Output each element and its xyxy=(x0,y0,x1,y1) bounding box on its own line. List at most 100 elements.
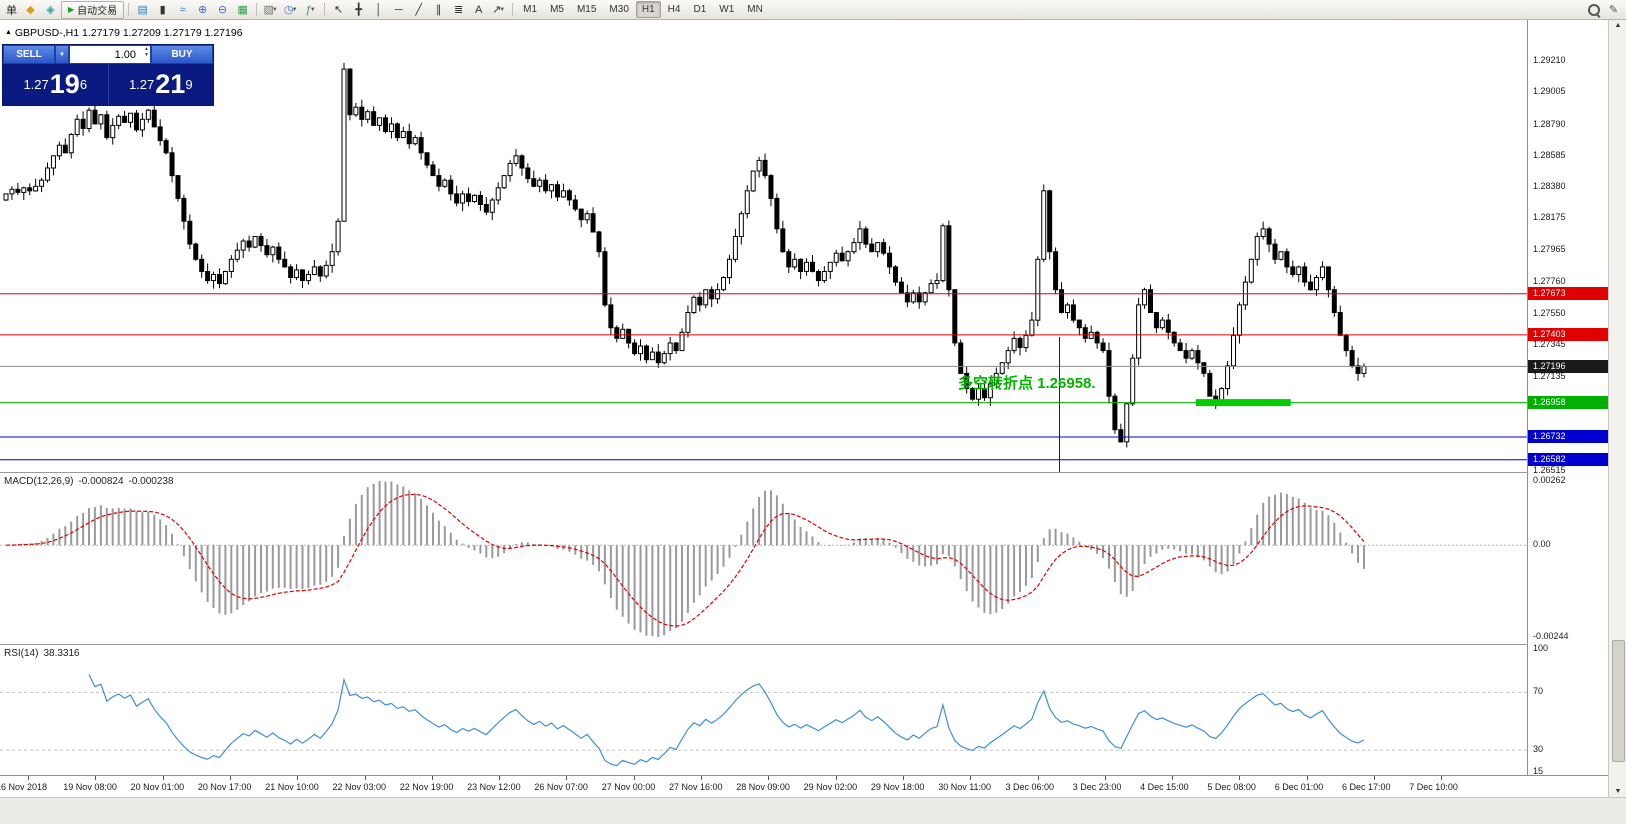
time-axis-label: 19 Nov 08:00 xyxy=(63,782,117,792)
fibonacci-icon[interactable]: ≣ xyxy=(454,4,464,16)
timeframe-button-w1[interactable]: W1 xyxy=(719,4,735,15)
scrollbar-thumb[interactable] xyxy=(1612,640,1625,762)
profiles-icon[interactable]: ◷ ▼ xyxy=(283,4,298,16)
play-icon: ▶ xyxy=(68,5,75,14)
zoom-out-icon[interactable]: ⊖ xyxy=(218,4,228,16)
time-axis-tick xyxy=(633,776,635,780)
toolbar-separator xyxy=(128,3,130,16)
time-axis-tick xyxy=(297,776,299,780)
timeframe-button-h1[interactable]: H1 xyxy=(635,1,661,18)
vertical-line-icon[interactable]: │ xyxy=(375,3,383,16)
main-toolbar: 单 ◆ ◈ ▶ 自动交易 ▤ ▮ ≈ ⊕ ⊖ ▦ ▧ ▼ ◷ ▼ ƒ ▼ ↖ ╋ │ ─ ╱ ∥ ≣ A ↗ ▼ M1 M5 M15 M30… xyxy=(0,0,1626,20)
time-axis-label: 5 Dec 08:00 xyxy=(1207,782,1256,792)
text-label-icon[interactable]: A xyxy=(474,3,483,16)
price-axis[interactable]: 1.29210 1.29005 1.28790 1.28585 1.28380 1.281… xyxy=(1527,20,1609,776)
rsi-axis-label: 100 xyxy=(1533,643,1549,653)
levels-layer xyxy=(0,293,1527,461)
time-axis-label: 6 Dec 17:00 xyxy=(1342,782,1391,792)
toolbar-separator xyxy=(324,3,326,16)
price-axis-label: 1.29005 xyxy=(1533,86,1566,97)
timeframe-button-m5[interactable]: M5 xyxy=(550,4,564,15)
toolbar-separator xyxy=(512,3,514,16)
sell-button[interactable]: SELL xyxy=(3,45,55,64)
buy-button[interactable]: BUY xyxy=(151,45,213,64)
orders-label: 单 xyxy=(6,4,17,17)
rsi-label: RSI(14) 38.3316 xyxy=(4,648,80,659)
arrows-icon[interactable]: ↗ ▼ xyxy=(492,4,506,16)
macd-histogram xyxy=(10,481,1365,637)
rsi-indicator-panel[interactable]: RSI(14) 38.3316 xyxy=(0,644,1527,776)
equidistant-channel-icon[interactable]: ∥ xyxy=(435,4,442,16)
spin-up-icon[interactable]: ▲ xyxy=(144,46,149,52)
time-axis-tick xyxy=(431,776,433,780)
indicators-icon[interactable]: ƒ ▼ xyxy=(305,3,316,16)
time-axis-tick xyxy=(566,776,568,780)
rsi-axis-label: 15 xyxy=(1533,766,1544,776)
timeframe-button-mn[interactable]: MN xyxy=(747,4,763,15)
time-axis-tick xyxy=(1374,776,1375,780)
volume-box: ▲ ▼ xyxy=(69,45,151,64)
candlestick-canvas xyxy=(0,62,1527,472)
time-axis-tick xyxy=(1172,776,1174,780)
time-axis-tick xyxy=(1239,776,1241,780)
autotrade-button[interactable]: ▶ 自动交易 xyxy=(61,0,125,19)
time-axis-label: 28 Nov 09:00 xyxy=(736,782,790,792)
bar-chart-type-icon[interactable]: ▤ xyxy=(137,4,148,16)
macd-axis-label: -0.00244 xyxy=(1533,631,1569,641)
trade-dropdown-button[interactable]: ▼ xyxy=(55,45,69,64)
new-chart-icon[interactable]: ▧ ▼ xyxy=(263,4,278,16)
volume-input[interactable] xyxy=(70,47,150,62)
sell-price[interactable]: 1.27 19 6 xyxy=(3,64,109,105)
crosshair-icon[interactable]: ╋ xyxy=(355,4,362,16)
time-axis-label: 23 Nov 12:00 xyxy=(467,782,521,792)
macd-label: MACD(12,26,9) -0.000824 -0.000238 xyxy=(4,476,174,487)
time-axis-tick xyxy=(28,776,29,780)
time-axis-label: 29 Nov 18:00 xyxy=(870,782,925,792)
timeframe-button-h4[interactable]: H4 xyxy=(667,4,681,15)
time-axis[interactable]: 16 Nov 2018 19 Nov 08:00 20 Nov 01:00 20 No… xyxy=(0,775,1608,798)
timeframe-button-m30[interactable]: M30 xyxy=(609,4,629,15)
price-axis-label: 1.28380 xyxy=(1533,181,1566,192)
price-level-badge: 1.26732 xyxy=(1528,430,1609,444)
timeframe-button-d1[interactable]: D1 xyxy=(693,4,707,15)
price-axis-label: 1.27135 xyxy=(1533,370,1566,381)
macd-signal-line xyxy=(5,493,1365,627)
search-icon[interactable] xyxy=(1584,2,1603,18)
line-chart-type-icon[interactable]: ≈ xyxy=(179,3,186,16)
rsi-line xyxy=(88,674,1365,767)
vertical-scrollbar[interactable]: ▲ ▼ xyxy=(1608,20,1626,797)
time-axis-tick xyxy=(835,776,837,780)
macd-indicator-panel[interactable]: MACD(12,26,9) -0.000824 -0.000238 xyxy=(0,472,1527,645)
time-axis-label: 20 Nov 01:00 xyxy=(130,782,185,792)
depth-of-market-icon[interactable]: ◈ xyxy=(46,4,55,16)
tile-windows-icon[interactable]: ▦ xyxy=(237,4,248,16)
macd-axis-label: 0.00 xyxy=(1533,539,1551,550)
time-axis-label: 22 Nov 03:00 xyxy=(332,782,387,792)
timeframe-button-m1[interactable]: M1 xyxy=(523,4,538,15)
price-axis-label: 1.28585 xyxy=(1533,150,1566,161)
buy-price[interactable]: 1.27 21 9 xyxy=(108,64,213,105)
new-order-icon[interactable]: ◆ xyxy=(26,4,35,16)
time-axis-tick xyxy=(902,776,904,780)
rsi-value: 38.3316 xyxy=(43,648,80,659)
candlestick-type-icon[interactable]: ▮ xyxy=(159,4,166,16)
horizontal-line-icon[interactable]: ─ xyxy=(394,3,403,16)
scroll-down-icon[interactable]: ▼ xyxy=(1614,788,1622,795)
collapse-arrow-icon: ▲ xyxy=(5,29,12,36)
price-axis-label: 1.27965 xyxy=(1533,244,1566,255)
timeframe-button-m15[interactable]: M15 xyxy=(576,4,597,15)
time-axis-label: 22 Nov 19:00 xyxy=(399,782,454,792)
scroll-up-icon[interactable]: ▲ xyxy=(1614,22,1622,29)
volume-spinner[interactable]: ▲ ▼ xyxy=(144,46,149,58)
time-axis-tick xyxy=(95,776,97,780)
spin-down-icon[interactable]: ▼ xyxy=(144,52,149,58)
edit-icon[interactable]: ✎ xyxy=(1608,4,1619,16)
price-chart-panel[interactable]: ▲ GBPUSD-,H1 1.27179 1.27209 1.27179 1.2… xyxy=(0,20,1527,472)
cursor-icon[interactable]: ↖ xyxy=(334,4,344,16)
rsi-axis-label: 70 xyxy=(1533,686,1544,697)
chevron-down-icon: ▼ xyxy=(59,51,65,58)
trendline-icon[interactable]: ╱ xyxy=(415,4,422,16)
support-highlight-bar xyxy=(1195,399,1291,407)
time-axis-tick xyxy=(1037,776,1039,780)
zoom-in-icon[interactable]: ⊕ xyxy=(198,4,208,16)
